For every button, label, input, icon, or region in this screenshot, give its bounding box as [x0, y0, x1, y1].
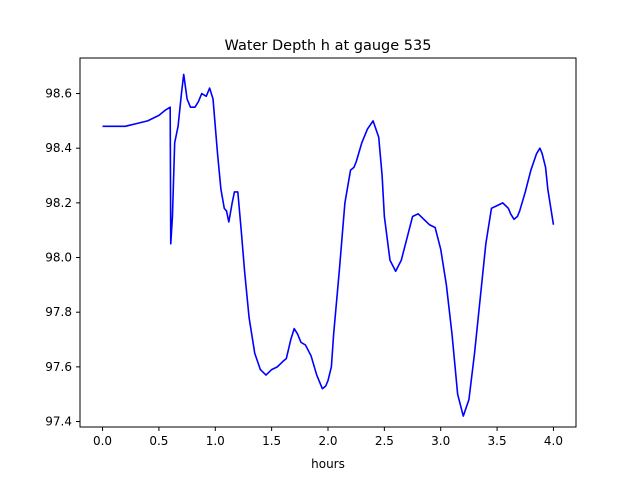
y-tick-label: 97.8: [45, 305, 72, 319]
y-tick-label: 97.4: [45, 415, 72, 429]
data-series-line-0: [102, 73, 555, 417]
x-tick-label: 0.0: [93, 434, 112, 448]
y-tick-label: 98.4: [45, 141, 72, 155]
x-tick-label: 4.0: [544, 434, 563, 448]
x-tick-label: 3.5: [488, 434, 507, 448]
y-tick-label: 98.0: [45, 251, 72, 265]
x-tick-label: 3.0: [431, 434, 450, 448]
x-tick-label: 0.5: [149, 434, 168, 448]
y-tick-label: 97.6: [45, 360, 72, 374]
y-tick-label: 98.6: [45, 87, 72, 101]
x-tick-label: 2.5: [375, 434, 394, 448]
y-tick-label: 98.2: [45, 196, 72, 210]
x-axis: 0.0 0.5 1.0 1.5 2.0 2.5 3.0 3.5 4.0: [93, 427, 563, 448]
x-axis-label: hours: [311, 457, 345, 471]
chart-title: Water Depth h at gauge 535: [225, 38, 432, 54]
x-tick-label: 1.5: [262, 434, 281, 448]
x-tick-label: 1.0: [206, 434, 225, 448]
y-axis: 97.4 97.6 97.8 98.0 98.2 98.4 98.6: [45, 87, 80, 429]
x-tick-label: 2.0: [318, 434, 337, 448]
